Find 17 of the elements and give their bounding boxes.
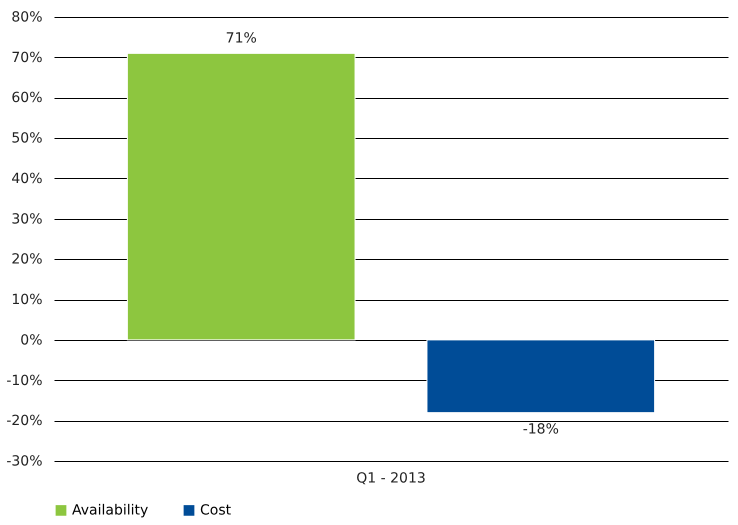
- y-tick-label: 50%: [11, 130, 42, 147]
- y-tick-label: 0%: [20, 332, 42, 348]
- x-tick-label: Q1 - 2013: [356, 470, 426, 486]
- legend-label: Availability: [72, 502, 148, 518]
- y-tick-label: 10%: [11, 292, 42, 308]
- data-label: -18%: [522, 422, 559, 438]
- data-label: 71%: [226, 30, 257, 46]
- y-tick-label: 70%: [11, 50, 42, 66]
- y-tick-label: 60%: [11, 90, 42, 106]
- y-tick-label: 80%: [11, 10, 42, 26]
- y-tick-label: 40%: [11, 170, 42, 187]
- y-tick-label: -20%: [6, 413, 42, 430]
- legend-label: Cost: [200, 502, 232, 518]
- y-tick-label: -10%: [6, 372, 42, 389]
- y-tick-label: 30%: [11, 211, 42, 228]
- y-tick-label: 20%: [11, 252, 42, 268]
- y-tick-label: -30%: [6, 454, 42, 470]
